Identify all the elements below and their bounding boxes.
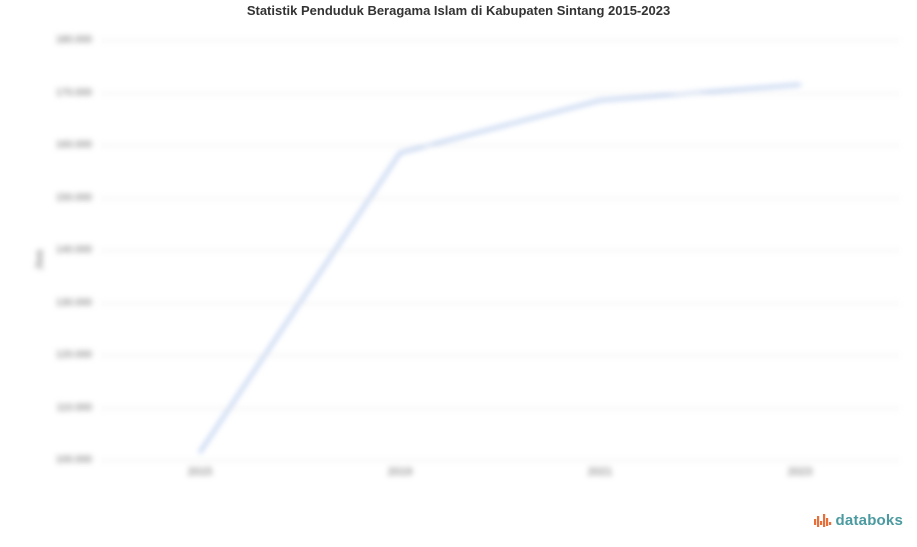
- databoks-icon-bars: [814, 514, 831, 527]
- gridline: [100, 408, 900, 409]
- x-tick-label: 2019: [388, 460, 412, 478]
- gridline: [100, 93, 900, 94]
- series-line: [200, 85, 800, 453]
- y-tick-label: 170.000: [56, 87, 100, 98]
- gridline: [100, 303, 900, 304]
- y-tick-label: 140.000: [56, 245, 100, 256]
- databoks-icon: [814, 513, 832, 529]
- x-tick-label: 2015: [188, 460, 212, 478]
- gridline: [100, 355, 900, 356]
- gridline: [100, 198, 900, 199]
- x-tick-label: 2021: [588, 460, 612, 478]
- y-tick-label: 130.000: [56, 297, 100, 308]
- plot-area: 100.000110.000120.000130.000140.000150.0…: [100, 40, 900, 460]
- y-tick-label: 160.000: [56, 140, 100, 151]
- y-tick-label: 120.000: [56, 350, 100, 361]
- databoks-watermark: databoks: [814, 512, 903, 529]
- gridline: [100, 40, 900, 41]
- gridline: [100, 460, 900, 461]
- y-axis-label: Jiwa: [35, 250, 46, 270]
- databoks-text: databoks: [836, 512, 903, 529]
- gridline: [100, 250, 900, 251]
- y-tick-label: 180.000: [56, 35, 100, 46]
- y-tick-label: 150.000: [56, 192, 100, 203]
- gridline: [100, 145, 900, 146]
- x-tick-label: 2023: [788, 460, 812, 478]
- chart-container: Jiwa 100.000110.000120.000130.000140.000…: [0, 20, 917, 500]
- y-tick-label: 110.000: [57, 402, 100, 413]
- chart-title: Statistik Penduduk Beragama Islam di Kab…: [0, 0, 917, 20]
- y-tick-label: 100.000: [56, 455, 100, 466]
